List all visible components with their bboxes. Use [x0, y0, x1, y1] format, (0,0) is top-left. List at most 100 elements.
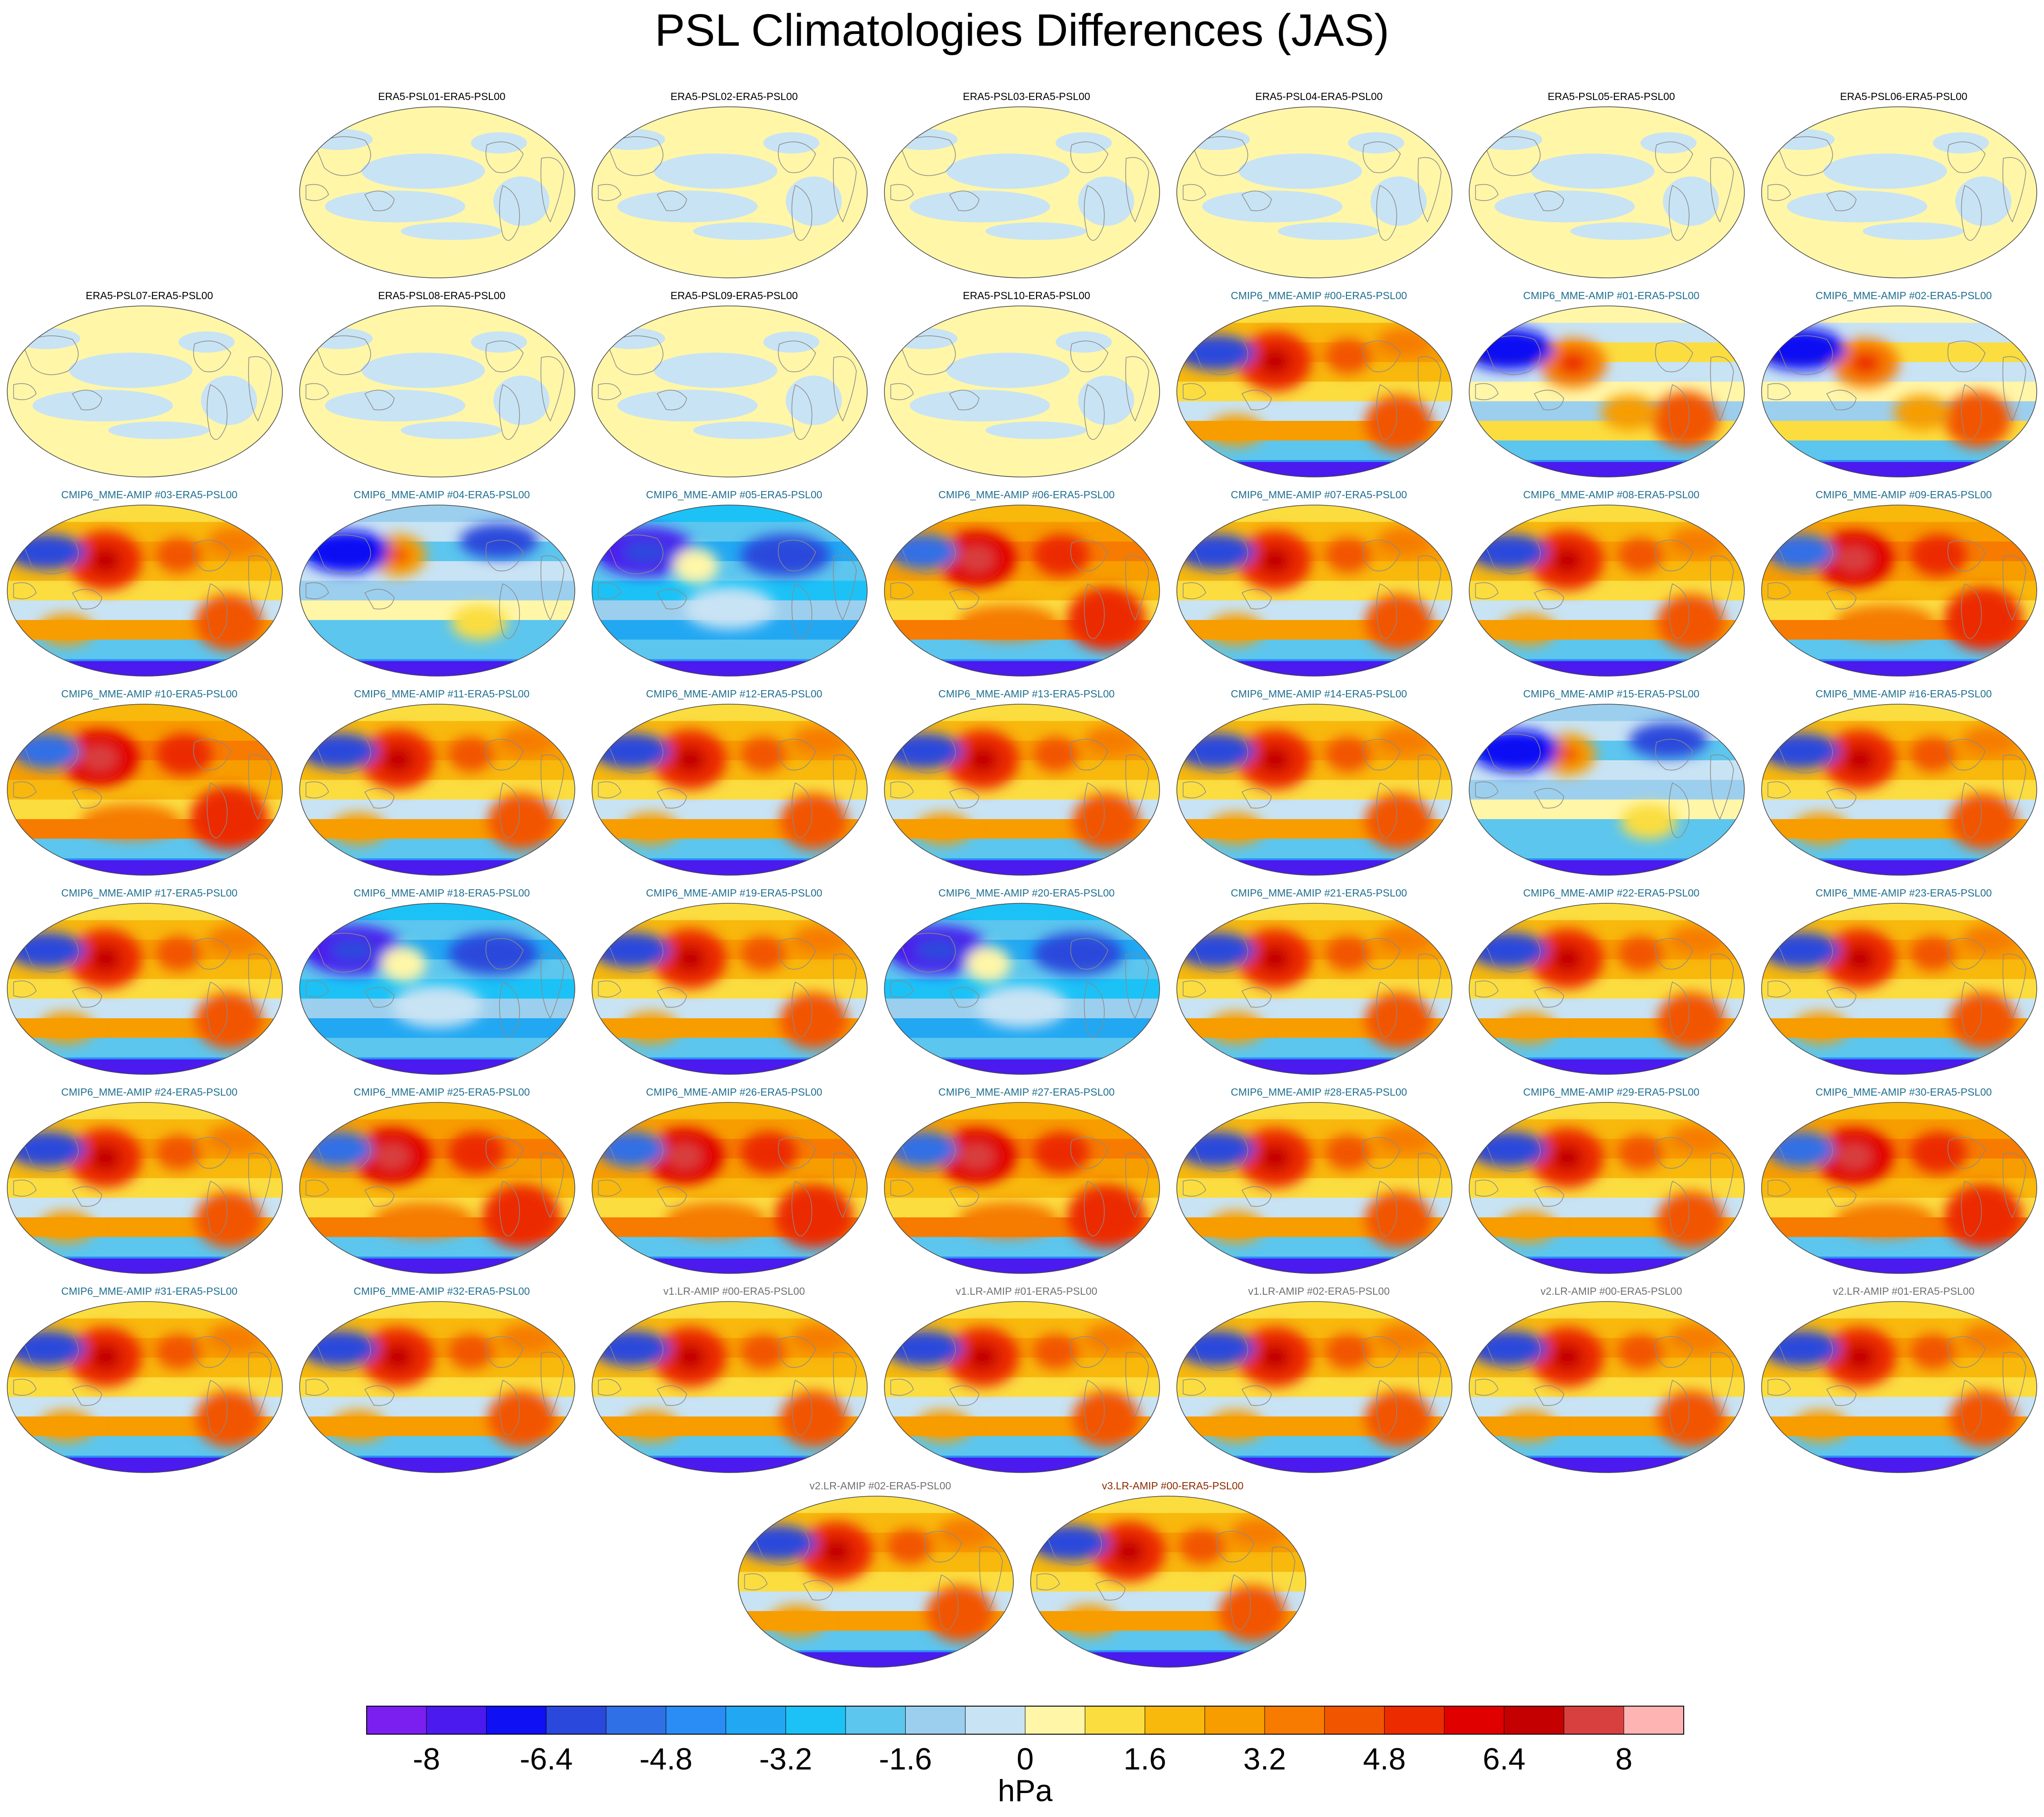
map-field [884, 306, 1160, 477]
coastlines [890, 933, 1149, 1037]
coastlines [598, 1132, 857, 1236]
map-42 [299, 1301, 575, 1473]
coastlines [744, 1526, 1003, 1630]
map-33 [1761, 903, 2037, 1075]
coastlines [13, 335, 272, 440]
panel-title: CMIP6_MME-AMIP #25-ERA5-PSL00 [353, 1086, 530, 1098]
panel-title: CMIP6_MME-AMIP #01-ERA5-PSL00 [1523, 290, 1700, 301]
colorbar-swatch [666, 1706, 726, 1734]
map-field [1469, 1302, 1744, 1473]
panel-title: ERA5-PSL02-ERA5-PSL00 [670, 91, 798, 102]
panel-title: CMIP6_MME-AMIP #04-ERA5-PSL00 [353, 489, 530, 501]
panel-title: CMIP6_MME-AMIP #09-ERA5-PSL00 [1815, 489, 1992, 501]
colorbar-swatch [1025, 1706, 1085, 1734]
map-1 [592, 106, 868, 278]
map-field [7, 903, 282, 1074]
coastlines [1036, 1526, 1295, 1630]
coastlines [306, 1132, 564, 1236]
map-panel: ERA5-PSL02-ERA5-PSL00 [589, 91, 879, 290]
map-23 [884, 704, 1160, 876]
map-38 [1176, 1102, 1452, 1274]
panel-title: v2.LR-AMIP #01-ERA5-PSL00 [1833, 1285, 1975, 1297]
colorbar-tick-label: -3.2 [759, 1742, 812, 1776]
map-field [7, 306, 282, 477]
coastlines [890, 136, 1149, 241]
map-13 [7, 505, 283, 677]
map-49 [1030, 1496, 1306, 1668]
map-panel: CMIP6_MME-AMIP #10-ERA5-PSL00 [5, 688, 294, 887]
map-panel: CMIP6_MME-AMIP #02-ERA5-PSL00 [1759, 290, 2044, 489]
coastlines [1767, 1132, 2026, 1236]
coastlines [598, 534, 857, 639]
colorbar-swatch [1384, 1706, 1445, 1734]
colorbar-swatch [546, 1706, 607, 1734]
colorbar-swatch [845, 1706, 906, 1734]
map-field [1469, 704, 1744, 875]
panel-title: v2.LR-AMIP #02-ERA5-PSL00 [809, 1480, 951, 1492]
panel-title: ERA5-PSL07-ERA5-PSL00 [86, 290, 213, 301]
map-34 [7, 1102, 283, 1274]
map-panel: CMIP6_MME-AMIP #32-ERA5-PSL00 [297, 1285, 587, 1484]
map-26 [1761, 704, 2037, 876]
map-8 [592, 305, 868, 477]
coastlines [1475, 136, 1734, 241]
map-panel: CMIP6_MME-AMIP #27-ERA5-PSL00 [882, 1086, 1171, 1285]
map-31 [1176, 903, 1452, 1075]
colorbar-tick-label: -6.4 [520, 1742, 573, 1776]
map-35 [299, 1102, 575, 1274]
map-panel: ERA5-PSL03-ERA5-PSL00 [882, 91, 1171, 290]
map-41 [7, 1301, 283, 1473]
map-panel: CMIP6_MME-AMIP #26-ERA5-PSL00 [589, 1086, 879, 1285]
map-6 [7, 305, 283, 477]
colorbar-tick-label: 8 [1615, 1742, 1633, 1776]
map-field [300, 505, 575, 676]
map-field [592, 1302, 867, 1473]
map-panel: v2.LR-AMIP #00-ERA5-PSL00 [1466, 1285, 1756, 1484]
colorbar-swatch [965, 1706, 1026, 1734]
coastlines [598, 1331, 857, 1435]
panel-title: CMIP6_MME-AMIP #32-ERA5-PSL00 [353, 1285, 530, 1297]
coastlines [306, 136, 564, 241]
coastlines [1475, 933, 1734, 1037]
panel-title: CMIP6_MME-AMIP #13-ERA5-PSL00 [938, 688, 1115, 700]
map-field [1762, 306, 2037, 477]
map-43 [592, 1301, 868, 1473]
colorbar-tick-label: 0 [1017, 1742, 1034, 1776]
coastlines [1475, 534, 1734, 639]
map-panel: CMIP6_MME-AMIP #30-ERA5-PSL00 [1759, 1086, 2044, 1285]
map-panel: CMIP6_MME-AMIP #13-ERA5-PSL00 [882, 688, 1171, 887]
map-panel: CMIP6_MME-AMIP #16-ERA5-PSL00 [1759, 688, 2044, 887]
panel-title: CMIP6_MME-AMIP #03-ERA5-PSL00 [61, 489, 238, 501]
colorbar-tick-label: 6.4 [1483, 1742, 1526, 1776]
map-field [300, 903, 575, 1074]
map-panel: v2.LR-AMIP #02-ERA5-PSL00 [735, 1480, 1025, 1679]
coastlines [1475, 1132, 1734, 1236]
map-panel: v1.LR-AMIP #00-ERA5-PSL00 [589, 1285, 879, 1484]
panel-title: CMIP6_MME-AMIP #19-ERA5-PSL00 [646, 887, 822, 899]
panel-title: ERA5-PSL06-ERA5-PSL00 [1840, 91, 1968, 102]
map-panel: CMIP6_MME-AMIP #31-ERA5-PSL00 [5, 1285, 294, 1484]
coastlines [1183, 933, 1442, 1037]
map-25 [1469, 704, 1745, 876]
coastlines [890, 335, 1149, 440]
panel-title: ERA5-PSL05-ERA5-PSL00 [1547, 91, 1675, 102]
map-field [592, 306, 867, 477]
map-panel: CMIP6_MME-AMIP #29-ERA5-PSL00 [1466, 1086, 1756, 1285]
map-17 [1176, 505, 1452, 677]
coastlines [1767, 734, 2026, 838]
map-field [300, 704, 575, 875]
map-panel: ERA5-PSL10-ERA5-PSL00 [882, 290, 1171, 489]
map-field [300, 107, 575, 278]
coastlines [1475, 734, 1734, 838]
map-panel: CMIP6_MME-AMIP #06-ERA5-PSL00 [882, 489, 1171, 688]
map-47 [1761, 1301, 2037, 1473]
panel-title: ERA5-PSL08-ERA5-PSL00 [378, 290, 506, 301]
map-panel: v1.LR-AMIP #01-ERA5-PSL00 [882, 1285, 1171, 1484]
map-panel: ERA5-PSL09-ERA5-PSL00 [589, 290, 879, 489]
map-field [300, 1102, 575, 1273]
map-45 [1176, 1301, 1452, 1473]
map-panel: CMIP6_MME-AMIP #17-ERA5-PSL00 [5, 887, 294, 1086]
panel-title: CMIP6_MME-AMIP #18-ERA5-PSL00 [353, 887, 530, 899]
map-field [738, 1496, 1013, 1667]
map-15 [592, 505, 868, 677]
